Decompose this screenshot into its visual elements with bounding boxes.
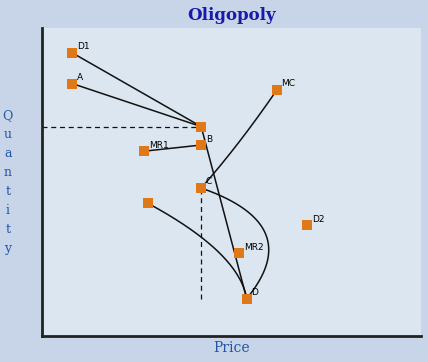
Text: A: A bbox=[77, 73, 83, 82]
Title: Oligopoly: Oligopoly bbox=[187, 7, 276, 24]
Text: D: D bbox=[251, 288, 258, 297]
Text: MC: MC bbox=[282, 79, 296, 88]
Text: MR1: MR1 bbox=[149, 141, 169, 150]
X-axis label: Price: Price bbox=[213, 341, 250, 355]
Text: D1: D1 bbox=[77, 42, 89, 51]
Text: C: C bbox=[206, 177, 212, 186]
Text: MR2: MR2 bbox=[244, 243, 263, 252]
Text: B: B bbox=[206, 135, 212, 144]
Text: Q
u
a
n
t
i
t
y: Q u a n t i t y bbox=[3, 109, 13, 255]
Text: D2: D2 bbox=[312, 215, 324, 224]
